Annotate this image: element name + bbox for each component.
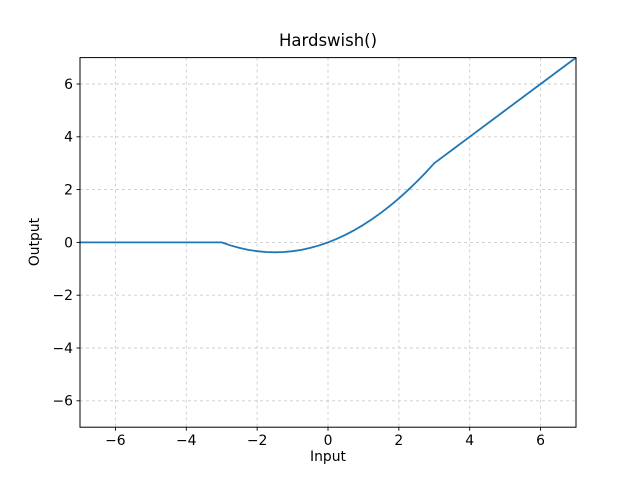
y-tick-label: −6 bbox=[53, 394, 73, 410]
x-tick-label: −6 bbox=[105, 433, 125, 449]
y-tick-label: 6 bbox=[64, 77, 73, 93]
y-tick-label: −4 bbox=[53, 341, 74, 357]
x-tick-label: 6 bbox=[536, 433, 545, 449]
x-tick-label: 0 bbox=[324, 433, 333, 449]
x-tick-label: −2 bbox=[247, 433, 267, 449]
y-tick-label: 0 bbox=[64, 235, 73, 251]
y-tick-label: 2 bbox=[64, 183, 73, 199]
y-axis-label: Output bbox=[27, 217, 43, 267]
x-axis-label: Input bbox=[310, 449, 346, 465]
x-tick-label: 4 bbox=[465, 433, 474, 449]
y-tick-label: −2 bbox=[53, 288, 73, 304]
y-tick-label: 4 bbox=[64, 130, 73, 146]
x-tick-label: −4 bbox=[176, 433, 197, 449]
series-line-hardswish bbox=[80, 56, 577, 254]
x-tick-label: 2 bbox=[394, 433, 403, 449]
chart-title: Hardswish() bbox=[278, 31, 378, 50]
plot-frame bbox=[79, 57, 577, 428]
